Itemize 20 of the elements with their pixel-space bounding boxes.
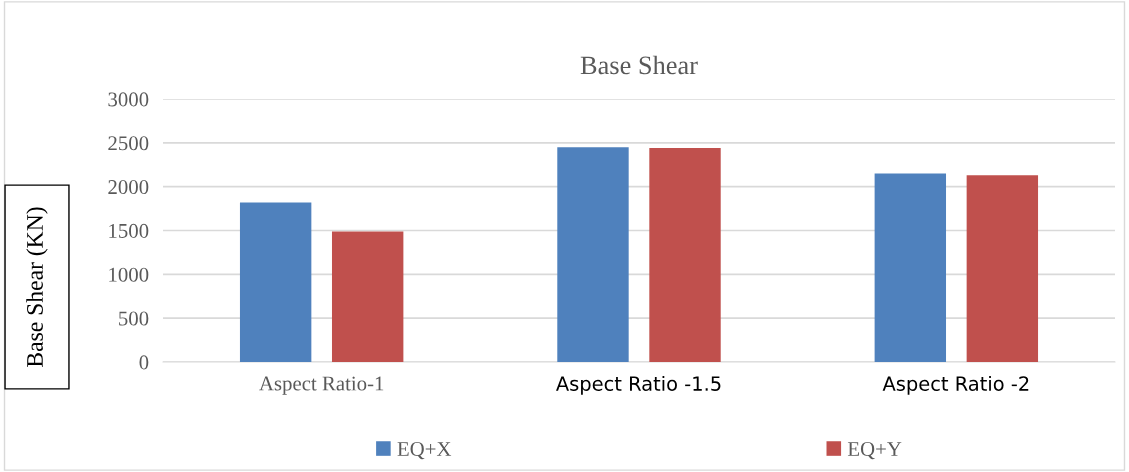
y-tick-label: 0 xyxy=(139,355,149,370)
bar xyxy=(966,175,1039,362)
y-axis-title: Base Shear (KN) xyxy=(26,207,48,367)
bar xyxy=(557,147,629,362)
x-tick-label: Aspect Ratio -2 xyxy=(882,375,1029,395)
bar xyxy=(649,148,721,362)
y-tick-label: 2000 xyxy=(108,180,149,195)
y-tick-label: 2500 xyxy=(108,136,149,151)
y-tick-label: 1500 xyxy=(109,223,149,238)
y-tick-label: 500 xyxy=(119,311,149,326)
y-tick-label: 3000 xyxy=(108,92,149,107)
legend-label: EQ+Y xyxy=(847,442,902,460)
legend-label: EQ+X xyxy=(397,442,452,460)
x-tick-label: Aspect Ratio -1.5 xyxy=(556,375,721,395)
chart-title: Base Shear xyxy=(580,55,698,75)
bar xyxy=(874,173,947,362)
x-tick-label: Aspect Ratio-1 xyxy=(259,376,384,395)
bar xyxy=(331,231,404,362)
y-tick-label: 1000 xyxy=(109,267,149,282)
bar xyxy=(239,202,312,362)
